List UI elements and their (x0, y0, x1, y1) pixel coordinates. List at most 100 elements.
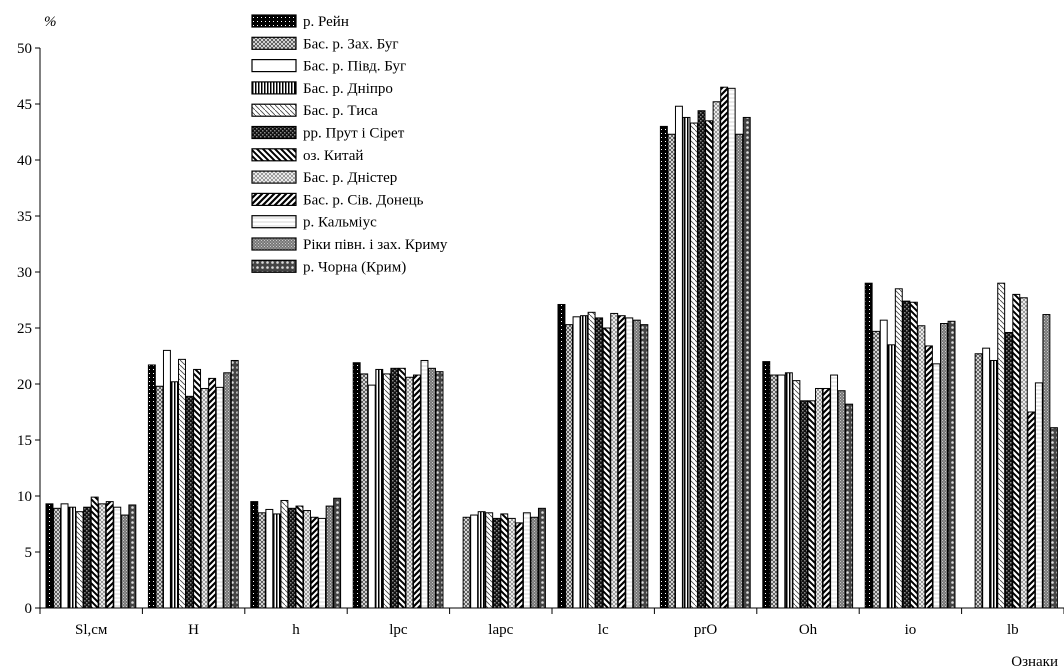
bar (507, 517, 516, 609)
bar (667, 133, 676, 609)
bar (310, 516, 319, 609)
bar (208, 377, 217, 609)
bar (98, 503, 107, 609)
bar (53, 507, 61, 609)
bar (1034, 382, 1043, 609)
bar (727, 87, 736, 609)
bar (420, 359, 429, 609)
bar (265, 508, 274, 609)
legend-swatch (251, 81, 297, 95)
bar (45, 503, 54, 609)
legend-swatch (251, 259, 297, 273)
bar (230, 359, 239, 609)
y-tick-label: 35 (17, 209, 32, 225)
bar (697, 110, 706, 609)
bar (742, 116, 751, 609)
bar (530, 516, 539, 609)
bar (610, 312, 619, 609)
bar (470, 514, 479, 609)
bar (435, 371, 444, 609)
bar (887, 344, 896, 609)
y-tick-label: 20 (17, 377, 32, 393)
bar (382, 373, 391, 609)
bar (602, 327, 611, 609)
bar (375, 368, 384, 609)
bar (705, 120, 714, 609)
bars (45, 86, 1058, 609)
legend-label: оз. Китай (303, 148, 363, 164)
bar (1042, 314, 1051, 609)
legend-label: Бас. р. Дніпро (303, 81, 393, 97)
bar (580, 315, 589, 609)
bar (872, 330, 881, 609)
y-tick-label: 30 (17, 265, 32, 281)
bar (325, 505, 334, 609)
bar (784, 372, 793, 609)
bar (170, 381, 179, 609)
x-tick-label: prO (694, 622, 717, 638)
bar (557, 303, 566, 609)
legend-swatch (251, 170, 297, 184)
bar (522, 512, 531, 609)
bar (333, 497, 342, 609)
bar (500, 513, 509, 609)
bar (617, 315, 626, 609)
bar (769, 374, 778, 609)
legend-label: Бас. р. Півд. Буг (303, 59, 406, 75)
bar (917, 325, 926, 609)
bar (162, 349, 171, 609)
bar (674, 105, 683, 609)
bar (223, 372, 232, 609)
legend-label: Ріки півн. і зах. Криму (303, 237, 448, 253)
legend-swatch (251, 237, 297, 251)
legend: р. Рейн Бас. р. Зах. Буг Бас. р. Півд. Буг… (251, 14, 448, 275)
bar (837, 390, 846, 609)
bar (902, 300, 911, 609)
legend-swatch (251, 192, 297, 206)
bar (318, 517, 327, 609)
bar (989, 359, 998, 609)
bar (974, 353, 983, 609)
y-tick-label: 0 (25, 601, 33, 617)
bar (807, 400, 816, 609)
y-axis: 0 5 10 15 20 25 30 35 40 45 50 (17, 41, 41, 617)
legend-label: р. Чорна (Крим) (303, 259, 406, 275)
legend-swatch (251, 103, 297, 117)
x-tick-label: lpc (389, 622, 408, 638)
bar (982, 347, 991, 609)
x-axis-label: Ознаки (1011, 654, 1058, 670)
x-tick-label: Oh (799, 622, 818, 638)
bar (830, 374, 839, 609)
bar (193, 368, 202, 609)
bar (68, 506, 77, 609)
x-tick-label: lc (598, 622, 609, 638)
bar (762, 361, 771, 609)
bar (287, 507, 296, 609)
bar (280, 499, 289, 609)
bar (1012, 293, 1021, 609)
bar (83, 506, 92, 609)
bar (295, 505, 304, 609)
bar (477, 511, 486, 609)
x-tick-label: Sl,см (75, 622, 108, 638)
x-tick-label: lapc (488, 622, 513, 638)
legend-label: рр. Прут і Сірет (303, 126, 405, 142)
bar (1049, 427, 1058, 609)
bar (105, 501, 114, 609)
bar (947, 320, 956, 609)
bar (537, 507, 546, 609)
y-tick-label: 15 (17, 433, 32, 449)
bar (712, 101, 721, 609)
bar (924, 345, 933, 609)
bar (412, 374, 421, 609)
bar (128, 504, 137, 609)
legend-label: Бас. р. Зах. Буг (303, 36, 399, 52)
legend-swatch (251, 36, 297, 50)
bar (1019, 297, 1028, 609)
legend-label: Бас. р. Дністер (303, 170, 397, 186)
bar (822, 387, 831, 609)
bar (120, 514, 129, 609)
legend-swatch (251, 58, 297, 73)
bar (352, 362, 361, 609)
